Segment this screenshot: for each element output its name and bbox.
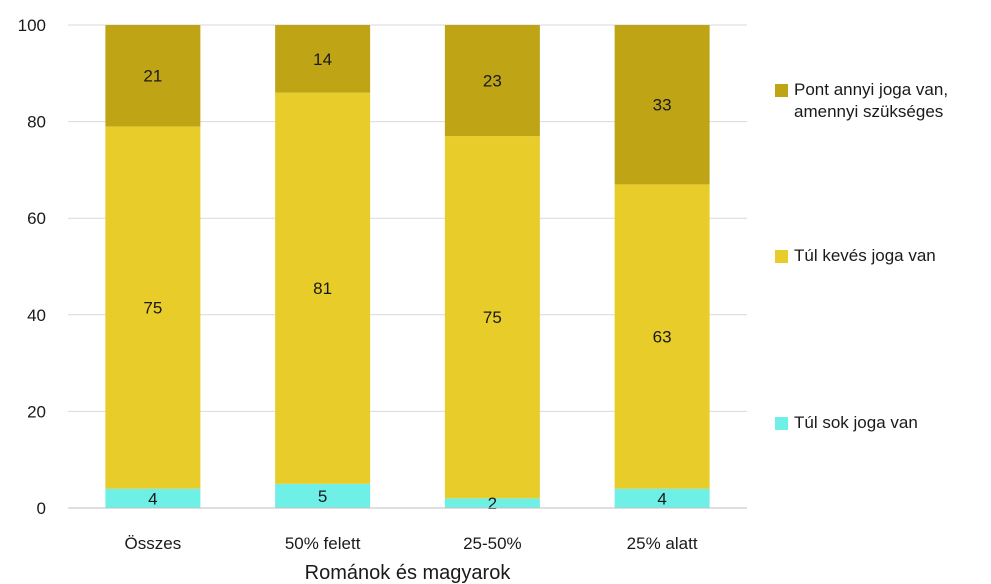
data-label: 75: [483, 308, 502, 327]
legend-item-tul-sok: Túl sok joga van: [775, 412, 918, 434]
data-label: 14: [313, 50, 332, 69]
y-tick-label: 100: [18, 16, 46, 35]
data-label: 33: [653, 96, 672, 115]
legend-label-line-2: amennyi szükséges: [794, 102, 944, 121]
x-axis-categories: Összes 50% felett 25-50% 25% alatt: [125, 534, 698, 553]
legend-swatch-tul-sok: [775, 417, 788, 430]
bar-segment: [105, 25, 201, 127]
data-labels: 4 75 21 5 81 14 2 75 23 4 63 33: [143, 50, 671, 513]
legend-label-line-1: Pont annyi joga van,: [794, 80, 949, 99]
x-category-label: Összes: [125, 534, 182, 553]
data-label: 21: [143, 67, 162, 86]
data-label: 63: [653, 328, 672, 347]
legend-item-tul-keves: Túl kevés joga van: [775, 245, 936, 267]
bar-segment: [444, 498, 540, 508]
data-label: 5: [318, 487, 327, 506]
bar-segment: [105, 126, 201, 489]
data-label: 75: [143, 299, 162, 318]
y-tick-label: 80: [27, 113, 46, 132]
y-tick-label: 40: [27, 306, 46, 325]
data-label: 81: [313, 279, 332, 298]
legend-label-tul-keves: Túl kevés joga van: [794, 246, 936, 265]
legend-swatch-tul-keves: [775, 250, 788, 263]
y-tick-label: 20: [27, 402, 46, 421]
data-label: 23: [483, 72, 502, 91]
data-label: 4: [657, 489, 666, 508]
x-axis-title: Románok és magyarok: [305, 562, 512, 584]
data-label: 4: [148, 489, 157, 508]
x-category-label: 25-50%: [463, 534, 522, 553]
bar-segment: [275, 25, 371, 93]
bar-segment: [614, 488, 710, 508]
x-category-label: 50% felett: [285, 534, 361, 553]
y-tick-label: 0: [37, 499, 46, 518]
bar-segment: [275, 483, 371, 508]
x-category-label: 25% alatt: [627, 534, 698, 553]
bar-segment: [105, 488, 201, 508]
bar-segment: [275, 92, 371, 484]
legend-swatch-pont-annyi: [775, 84, 788, 97]
bar-segment: [614, 184, 710, 489]
legend-label-pont-annyi: Pont annyi joga van, amennyi szükséges: [794, 79, 948, 123]
bar-segment: [444, 136, 540, 499]
bars: [105, 25, 710, 508]
bar-segment: [614, 25, 710, 185]
y-axis-ticks: 0 20 40 60 80 100: [18, 16, 46, 518]
bar-segment: [444, 25, 540, 137]
y-tick-label: 60: [27, 209, 46, 228]
legend-label-tul-sok: Túl sok joga van: [794, 413, 918, 432]
data-label: 2: [488, 494, 497, 513]
legend-item-pont-annyi: Pont annyi joga van, amennyi szükséges: [775, 79, 948, 123]
